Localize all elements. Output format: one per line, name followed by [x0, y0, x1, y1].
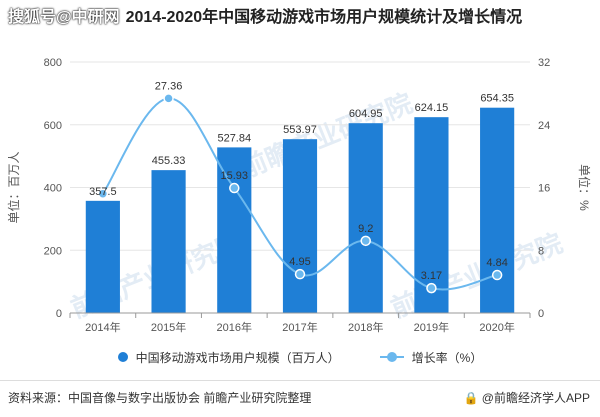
bar-value-label: 357.5	[89, 186, 117, 198]
x-tick-label: 2019年	[414, 320, 449, 334]
x-tick-label: 2017年	[282, 320, 317, 334]
growth-point	[360, 235, 371, 247]
axes: 0 200 400 600 800 0 8 16 24 32 2014年 2015年 2016年 2017…	[6, 57, 592, 334]
legend-line-marker	[379, 352, 404, 362]
y-tick-label: 600	[44, 120, 62, 132]
source-watermark: 搜狐号@中研网	[8, 9, 120, 26]
legend-item-growth: 增长率（%）	[379, 349, 483, 366]
growth-value-label: 3.17	[421, 270, 442, 282]
growth-point	[426, 282, 437, 294]
legend-item-users: 中国移动游戏市场用户规模（百万人）	[117, 349, 340, 366]
y2-tick-label: 16	[538, 183, 550, 195]
bar-value-label: 604.95	[349, 108, 383, 120]
legend-label-growth: 增长率（%）	[411, 350, 483, 365]
bar	[414, 117, 449, 313]
y-tick-label: 0	[56, 308, 62, 320]
footer: 资料来源：中国音像与数字出版协会 前瞻产业研究院整理 🔒 @前瞻经济学人APP	[0, 380, 600, 417]
growth-value-label: 15.93	[221, 170, 249, 182]
growth-point	[294, 268, 306, 280]
y2-tick-label: 8	[538, 245, 544, 257]
y-tick-label: 400	[44, 183, 62, 195]
bar-value-label: 624.15	[415, 102, 449, 114]
lock-icon: 🔒	[463, 391, 479, 405]
chart-title: 搜狐号@中研网 2014-2020年中国移动游戏市场用户规模统计及增长情况	[8, 4, 598, 32]
x-tick-label: 2014年	[85, 320, 120, 334]
bar	[480, 107, 515, 313]
data-source: 资料来源：中国音像与数字出版协会 前瞻产业研究院整理	[8, 391, 312, 405]
bar-value-label: 553.97	[283, 124, 317, 136]
brand: 🔒 @前瞻经济学人APP	[464, 389, 590, 406]
growth-value-label: 4.95	[289, 256, 310, 268]
growth-value-label: 27.36	[155, 80, 183, 92]
chart-area: 前瞻产业研究院前瞻产业研究院前瞻产业研究院 020040060080008162…	[6, 57, 592, 334]
x-tick-label: 2018年	[348, 320, 383, 334]
y2-axis-title: 单位：%	[577, 164, 592, 211]
y-tick-label: 800	[44, 57, 62, 69]
growth-point	[97, 188, 109, 200]
bar-value-label: 455.33	[152, 155, 186, 167]
bar-value-label: 654.35	[480, 93, 514, 105]
bar	[85, 200, 120, 313]
y-tick-label: 200	[44, 245, 62, 257]
data-labels: 357.5 455.33 527.84 553.97 604.95 624.15 654.3…	[89, 80, 514, 282]
y-axis-title: 单位：百万人	[6, 151, 21, 223]
y2-tick-label: 32	[538, 57, 550, 69]
growth-point	[491, 269, 503, 281]
legend-label-users: 中国移动游戏市场用户规模（百万人）	[135, 350, 340, 365]
watermark-text: 前瞻产业研究院	[237, 88, 417, 184]
y2-tick-label: 0	[538, 308, 544, 320]
title-text: 2014-2020年中国移动游戏市场用户规模统计及增长情况	[125, 9, 523, 26]
x-tick-label: 2015年	[151, 320, 186, 334]
growth-point	[163, 93, 174, 104]
brand-text: @前瞻经济学人APP	[481, 391, 590, 405]
x-tick-label: 2020年	[479, 320, 514, 334]
y2-tick-label: 24	[538, 120, 550, 132]
bar-value-label: 527.84	[217, 132, 251, 144]
x-tick-label: 2016年	[217, 320, 252, 334]
legend: 中国移动游戏市场用户规模（百万人） 增长率（%）	[0, 346, 600, 368]
growth-line	[97, 93, 503, 294]
growth-value-label: 4.84	[486, 257, 507, 269]
bar	[217, 147, 252, 313]
growth-point	[229, 182, 240, 194]
growth-value-label: 9.2	[358, 223, 373, 235]
bar	[151, 170, 186, 313]
legend-bar-marker	[117, 352, 128, 362]
bar	[348, 123, 383, 314]
bars	[85, 107, 515, 314]
bar	[282, 139, 318, 313]
